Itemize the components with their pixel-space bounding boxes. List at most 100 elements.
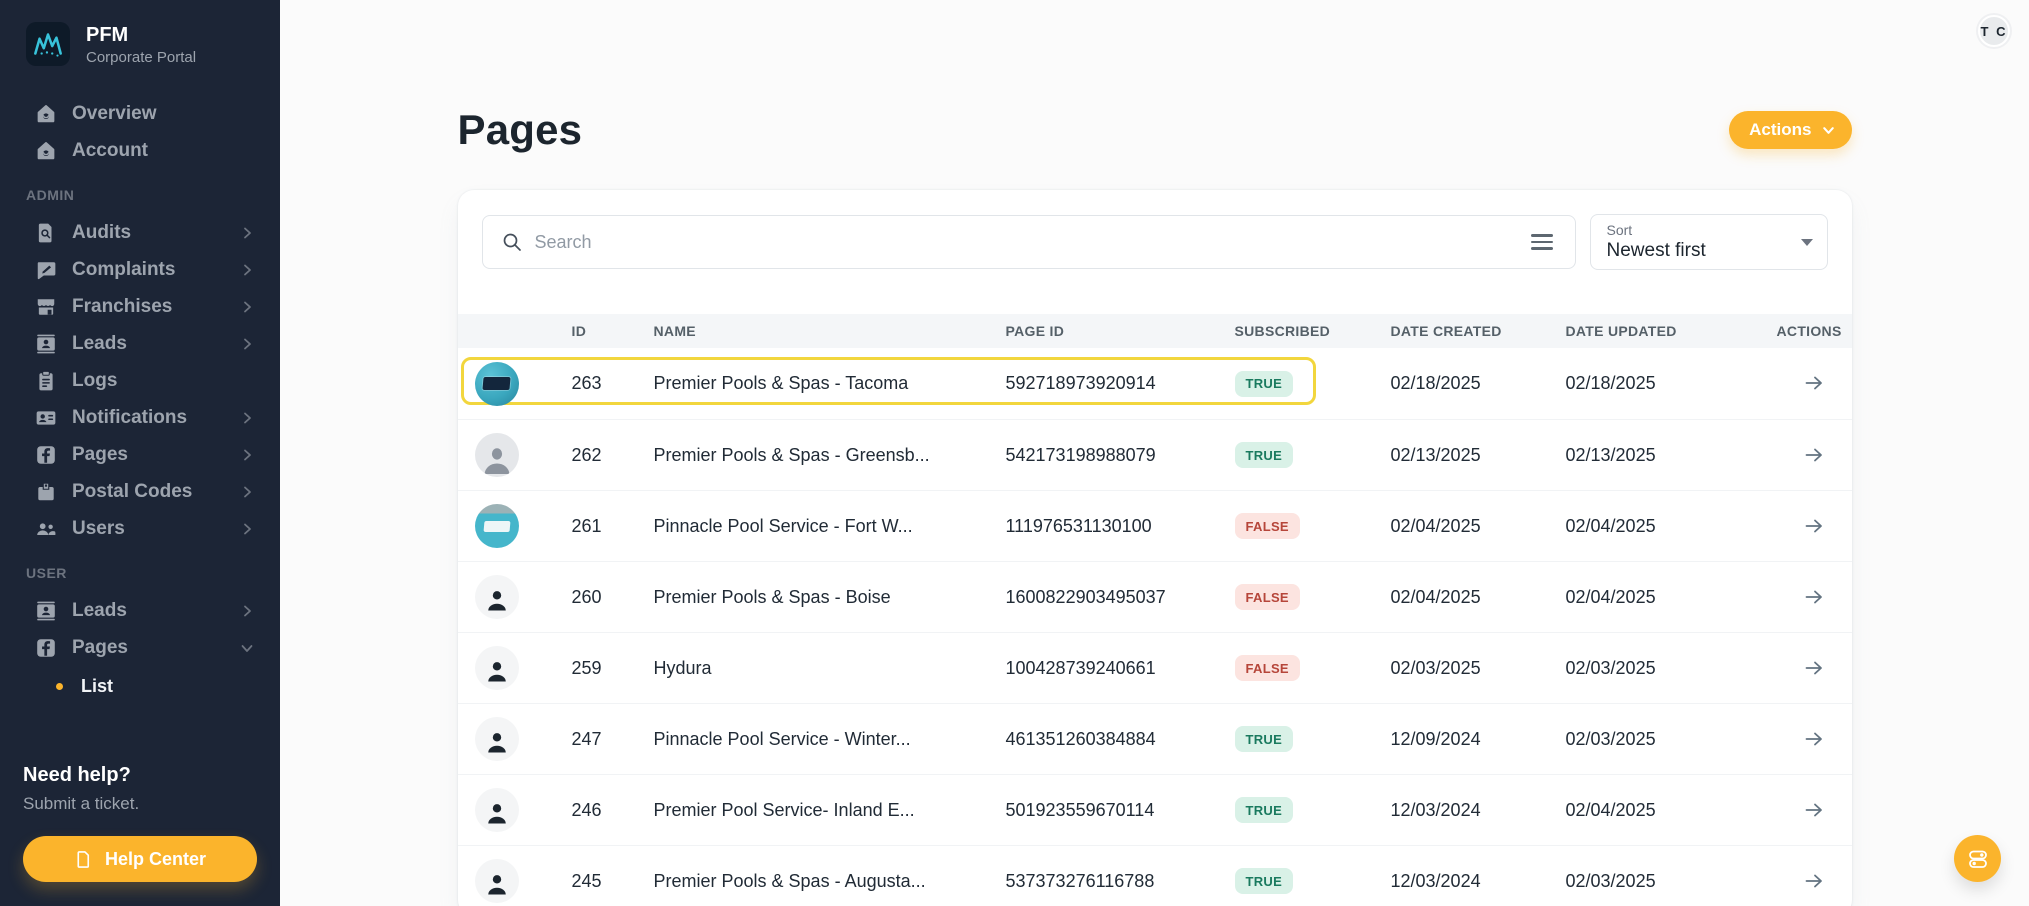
search-box[interactable] — [481, 215, 1576, 269]
row-detail-arrow-icon[interactable] — [1798, 652, 1830, 684]
sidebar-item-leads-user[interactable]: Leads — [16, 596, 264, 626]
row-id: 259 — [571, 657, 602, 678]
help-block: Need help? Submit a ticket. Help Center — [0, 764, 280, 906]
help-center-button[interactable]: Help Center — [23, 836, 257, 882]
chevron-right-icon — [244, 264, 251, 276]
table-row[interactable]: 261 Pinnacle Pool Service - Fort W... 11… — [457, 490, 1852, 561]
row-detail-arrow-icon[interactable] — [1798, 510, 1830, 542]
sidebar-item-pages-admin[interactable]: Pages — [16, 440, 264, 470]
table-header: ID NAME PAGE ID SUBSCRIBED DATE CREATED … — [457, 314, 1852, 348]
page-avatar — [474, 646, 519, 690]
brand-subtitle: Corporate Portal — [86, 48, 197, 66]
row-page-id: 100428739240661 — [1005, 657, 1156, 678]
sidebar-item-label: Audits — [72, 222, 132, 243]
table-row[interactable]: 245 Premier Pools & Spas - Augusta... 53… — [457, 845, 1852, 906]
col-header-actions: ACTIONS — [1776, 323, 1842, 339]
row-detail-arrow-icon[interactable] — [1798, 723, 1830, 755]
row-date-created: 02/03/2025 — [1390, 657, 1481, 678]
brand-name: PFM — [86, 23, 129, 46]
facebook-icon — [35, 444, 57, 466]
audit-document-icon — [35, 222, 57, 244]
storefront-icon — [35, 296, 57, 318]
row-id: 247 — [571, 728, 602, 749]
chevron-right-icon — [244, 605, 251, 617]
row-detail-arrow-icon[interactable] — [1798, 439, 1830, 471]
sidebar-item-pages-user[interactable]: Pages — [16, 633, 264, 663]
row-date-updated: 02/03/2025 — [1565, 870, 1656, 891]
table-row[interactable]: 260 Premier Pools & Spas - Boise 1600822… — [457, 561, 1852, 632]
document-icon — [77, 850, 90, 868]
row-date-updated: 02/03/2025 — [1565, 728, 1656, 749]
row-id: 260 — [571, 586, 602, 607]
row-id: 245 — [571, 870, 602, 891]
row-detail-arrow-icon[interactable] — [1798, 865, 1830, 897]
row-id: 246 — [571, 799, 602, 820]
table-row[interactable]: 262 Premier Pools & Spas - Greensb... 54… — [457, 419, 1852, 490]
contact-card-icon — [35, 333, 57, 355]
table-toolbar: Sort Newest first — [458, 190, 1852, 294]
row-name: Premier Pools & Spas - Greensb... — [653, 444, 930, 465]
page-avatar — [474, 859, 519, 903]
chevron-right-icon — [244, 523, 251, 535]
sidebar-item-complaints[interactable]: Complaints — [16, 255, 264, 285]
sidebar-item-overview[interactable]: Overview — [16, 99, 264, 129]
filter-menu-icon[interactable] — [1527, 230, 1557, 254]
table-body: 263 Premier Pools & Spas - Tacoma 592718… — [457, 348, 1852, 906]
sidebar-item-account[interactable]: Account — [16, 136, 264, 166]
table-row[interactable]: 247 Pinnacle Pool Service - Winter... 46… — [457, 703, 1852, 774]
sidebar-item-franchises[interactable]: Franchises — [16, 292, 264, 322]
row-detail-arrow-icon[interactable] — [1798, 367, 1830, 399]
table-row[interactable]: 263 Premier Pools & Spas - Tacoma 592718… — [458, 348, 1852, 419]
sidebar-item-logs[interactable]: Logs — [16, 366, 264, 396]
sidebar-subitem-label: List — [81, 675, 114, 696]
user-avatar[interactable]: T C — [1978, 15, 2010, 47]
col-header-name: NAME — [653, 323, 696, 339]
help-center-label: Help Center — [104, 848, 207, 869]
row-detail-arrow-icon[interactable] — [1798, 794, 1830, 826]
contact-card-icon — [35, 600, 57, 622]
complaint-chat-icon — [35, 259, 57, 281]
page-avatar — [474, 717, 519, 761]
table-row[interactable]: 259 Hydura 100428739240661 FALSE 02/03/2… — [457, 632, 1852, 703]
package-icon — [35, 481, 57, 503]
page-avatar — [474, 788, 519, 832]
row-page-id: 537373276116788 — [1005, 870, 1155, 891]
sidebar-item-users[interactable]: Users — [16, 514, 264, 544]
sort-label: Sort — [1606, 222, 1633, 238]
sidebar-item-leads[interactable]: Leads — [16, 329, 264, 359]
contacts-card-icon — [35, 407, 57, 429]
col-header-id: ID — [571, 323, 587, 339]
sidebar-item-notifications[interactable]: Notifications — [16, 403, 264, 433]
clipboard-icon — [35, 370, 57, 392]
sidebar-subitem-list[interactable]: List — [16, 671, 264, 701]
row-date-created: 12/03/2024 — [1390, 870, 1481, 891]
actions-button[interactable]: Actions — [1729, 111, 1852, 149]
row-page-id: 1600822903495037 — [1005, 586, 1166, 607]
row-page-id: 111976531130100 — [1005, 515, 1152, 536]
chevron-right-icon — [244, 338, 251, 350]
subscribed-badge: FALSE — [1234, 584, 1300, 610]
row-date-created: 02/04/2025 — [1390, 586, 1481, 607]
sort-select[interactable]: Sort Newest first — [1589, 214, 1828, 270]
row-date-created: 12/09/2024 — [1390, 728, 1481, 749]
home-icon — [35, 103, 57, 125]
caret-down-icon — [1800, 239, 1813, 246]
col-header-date-created: DATE CREATED — [1390, 323, 1502, 339]
page-avatar — [474, 361, 519, 406]
sidebar-item-postal-codes[interactable]: Postal Codes — [16, 477, 264, 507]
chevron-right-icon — [244, 486, 251, 498]
row-page-id: 461351260384884 — [1005, 728, 1156, 749]
row-date-updated: 02/18/2025 — [1565, 373, 1656, 393]
page-avatar — [474, 433, 519, 477]
row-detail-arrow-icon[interactable] — [1798, 581, 1830, 613]
settings-widget-button[interactable] — [1954, 835, 2001, 882]
subscribed-badge: TRUE — [1234, 868, 1294, 894]
table-row[interactable]: 246 Premier Pool Service- Inland E... 50… — [457, 774, 1852, 845]
row-date-created: 02/18/2025 — [1390, 373, 1481, 393]
row-name: Premier Pools & Spas - Augusta... — [653, 870, 926, 891]
sidebar-item-label: Pages — [72, 637, 128, 658]
search-input[interactable] — [534, 231, 1515, 253]
chevron-right-icon — [244, 301, 251, 313]
sidebar-item-audits[interactable]: Audits — [16, 218, 264, 248]
main-content: Pages Actions Sort Newest first — [280, 0, 2029, 906]
